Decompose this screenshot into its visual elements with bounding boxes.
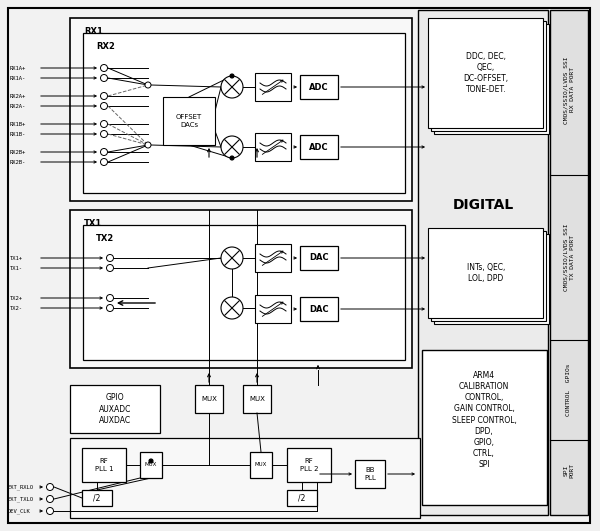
Bar [428, 228, 543, 318]
Text: RX1B+: RX1B+ [10, 122, 26, 126]
Bar [300, 75, 338, 99]
Text: EXT_RXLO: EXT_RXLO [8, 484, 34, 490]
Circle shape [101, 64, 107, 72]
Text: GPIO
AUXADC
AUXDAC: GPIO AUXADC AUXDAC [99, 393, 131, 425]
Text: ADC: ADC [309, 82, 329, 91]
Circle shape [107, 304, 113, 312]
Text: CMOS/SSIO/LVDS SSI
TX DATA PORT: CMOS/SSIO/LVDS SSI TX DATA PORT [563, 223, 575, 291]
Text: CMOS/SSIO/LVDS SSI
RX DATA PORT: CMOS/SSIO/LVDS SSI RX DATA PORT [563, 56, 575, 124]
Circle shape [101, 92, 107, 99]
Bar [434, 234, 549, 324]
Circle shape [101, 158, 107, 166]
Bar [82, 490, 112, 506]
Bar [300, 246, 338, 270]
Bar [255, 295, 291, 323]
Text: MUX: MUX [145, 463, 157, 467]
Bar [195, 385, 223, 413]
Text: /2: /2 [94, 493, 101, 502]
Text: EXT_TXLO: EXT_TXLO [8, 496, 34, 502]
Text: SPI
PORT: SPI PORT [563, 463, 575, 477]
Bar [431, 21, 546, 131]
Text: MUX: MUX [201, 396, 217, 402]
Bar [255, 133, 291, 161]
Circle shape [101, 121, 107, 127]
Circle shape [101, 102, 107, 109]
Text: DDC, DEC,
QEC,
DC-OFFSET,
TONE-DET.: DDC, DEC, QEC, DC-OFFSET, TONE-DET. [463, 52, 509, 94]
Circle shape [47, 508, 53, 515]
Text: TX2-: TX2- [10, 305, 23, 311]
Text: RX2: RX2 [96, 42, 115, 51]
Bar [82, 448, 126, 482]
Bar [83, 225, 405, 360]
Circle shape [145, 82, 151, 88]
Text: CONTROL  GPIOs: CONTROL GPIOs [566, 364, 571, 416]
Circle shape [101, 74, 107, 81]
Text: ADC: ADC [309, 142, 329, 151]
Circle shape [145, 142, 151, 148]
Circle shape [221, 297, 243, 319]
Bar [431, 231, 546, 321]
Bar [83, 33, 405, 193]
Circle shape [230, 156, 234, 160]
Text: DIGITAL: DIGITAL [452, 198, 514, 212]
Circle shape [230, 74, 234, 78]
Text: RX2B-: RX2B- [10, 159, 26, 165]
Bar [287, 490, 317, 506]
Text: RX1: RX1 [84, 27, 103, 36]
Text: MUX: MUX [255, 463, 267, 467]
Circle shape [107, 254, 113, 261]
Bar [434, 24, 549, 134]
Text: RX1B-: RX1B- [10, 132, 26, 136]
Text: DAC: DAC [309, 304, 329, 313]
Circle shape [107, 264, 113, 271]
Text: BB
PLL: BB PLL [364, 467, 376, 481]
Text: ARM4
CALIBRATION
CONTROL,
GAIN CONTROL,
SLEEP CONTROL,
DPD,
GPIO,
CTRL,
SPI: ARM4 CALIBRATION CONTROL, GAIN CONTROL, … [452, 371, 517, 469]
Circle shape [221, 76, 243, 98]
Bar [550, 10, 588, 515]
Text: DAC: DAC [309, 253, 329, 262]
Bar [250, 452, 272, 478]
Bar [70, 385, 160, 433]
Bar [70, 18, 412, 201]
Circle shape [47, 484, 53, 491]
Bar [418, 10, 548, 515]
Text: INTs, QEC,
LOL, DPD: INTs, QEC, LOL, DPD [467, 263, 505, 283]
Circle shape [221, 247, 243, 269]
Text: TX1: TX1 [84, 219, 102, 228]
Text: RX2A-: RX2A- [10, 104, 26, 108]
Circle shape [107, 295, 113, 302]
Bar [355, 460, 385, 488]
Bar [300, 135, 338, 159]
Text: TX2: TX2 [96, 234, 114, 243]
Text: TX2+: TX2+ [10, 295, 23, 301]
Circle shape [149, 459, 153, 463]
Text: RX2B+: RX2B+ [10, 150, 26, 155]
Text: TX1-: TX1- [10, 266, 23, 270]
Bar [422, 350, 547, 505]
Bar [255, 73, 291, 101]
Text: OFFSET
DACs: OFFSET DACs [176, 114, 202, 128]
Bar [428, 18, 543, 128]
Text: RF
PLL 1: RF PLL 1 [95, 458, 113, 472]
Text: /2: /2 [298, 493, 305, 502]
Bar [70, 438, 420, 518]
Bar [243, 385, 271, 413]
Text: RF
PLL 2: RF PLL 2 [300, 458, 318, 472]
Text: MUX: MUX [249, 396, 265, 402]
Bar [163, 97, 215, 145]
Bar [300, 297, 338, 321]
Text: TX1+: TX1+ [10, 255, 23, 261]
Text: DEV_CLK: DEV_CLK [8, 508, 31, 514]
Bar [140, 452, 162, 478]
Text: RX1A-: RX1A- [10, 75, 26, 81]
Text: RX1A+: RX1A+ [10, 65, 26, 71]
Bar [255, 244, 291, 272]
Bar [287, 448, 331, 482]
Circle shape [47, 495, 53, 502]
Bar [70, 210, 412, 368]
Text: RX2A+: RX2A+ [10, 93, 26, 98]
Circle shape [101, 149, 107, 156]
Circle shape [221, 136, 243, 158]
Circle shape [101, 131, 107, 138]
